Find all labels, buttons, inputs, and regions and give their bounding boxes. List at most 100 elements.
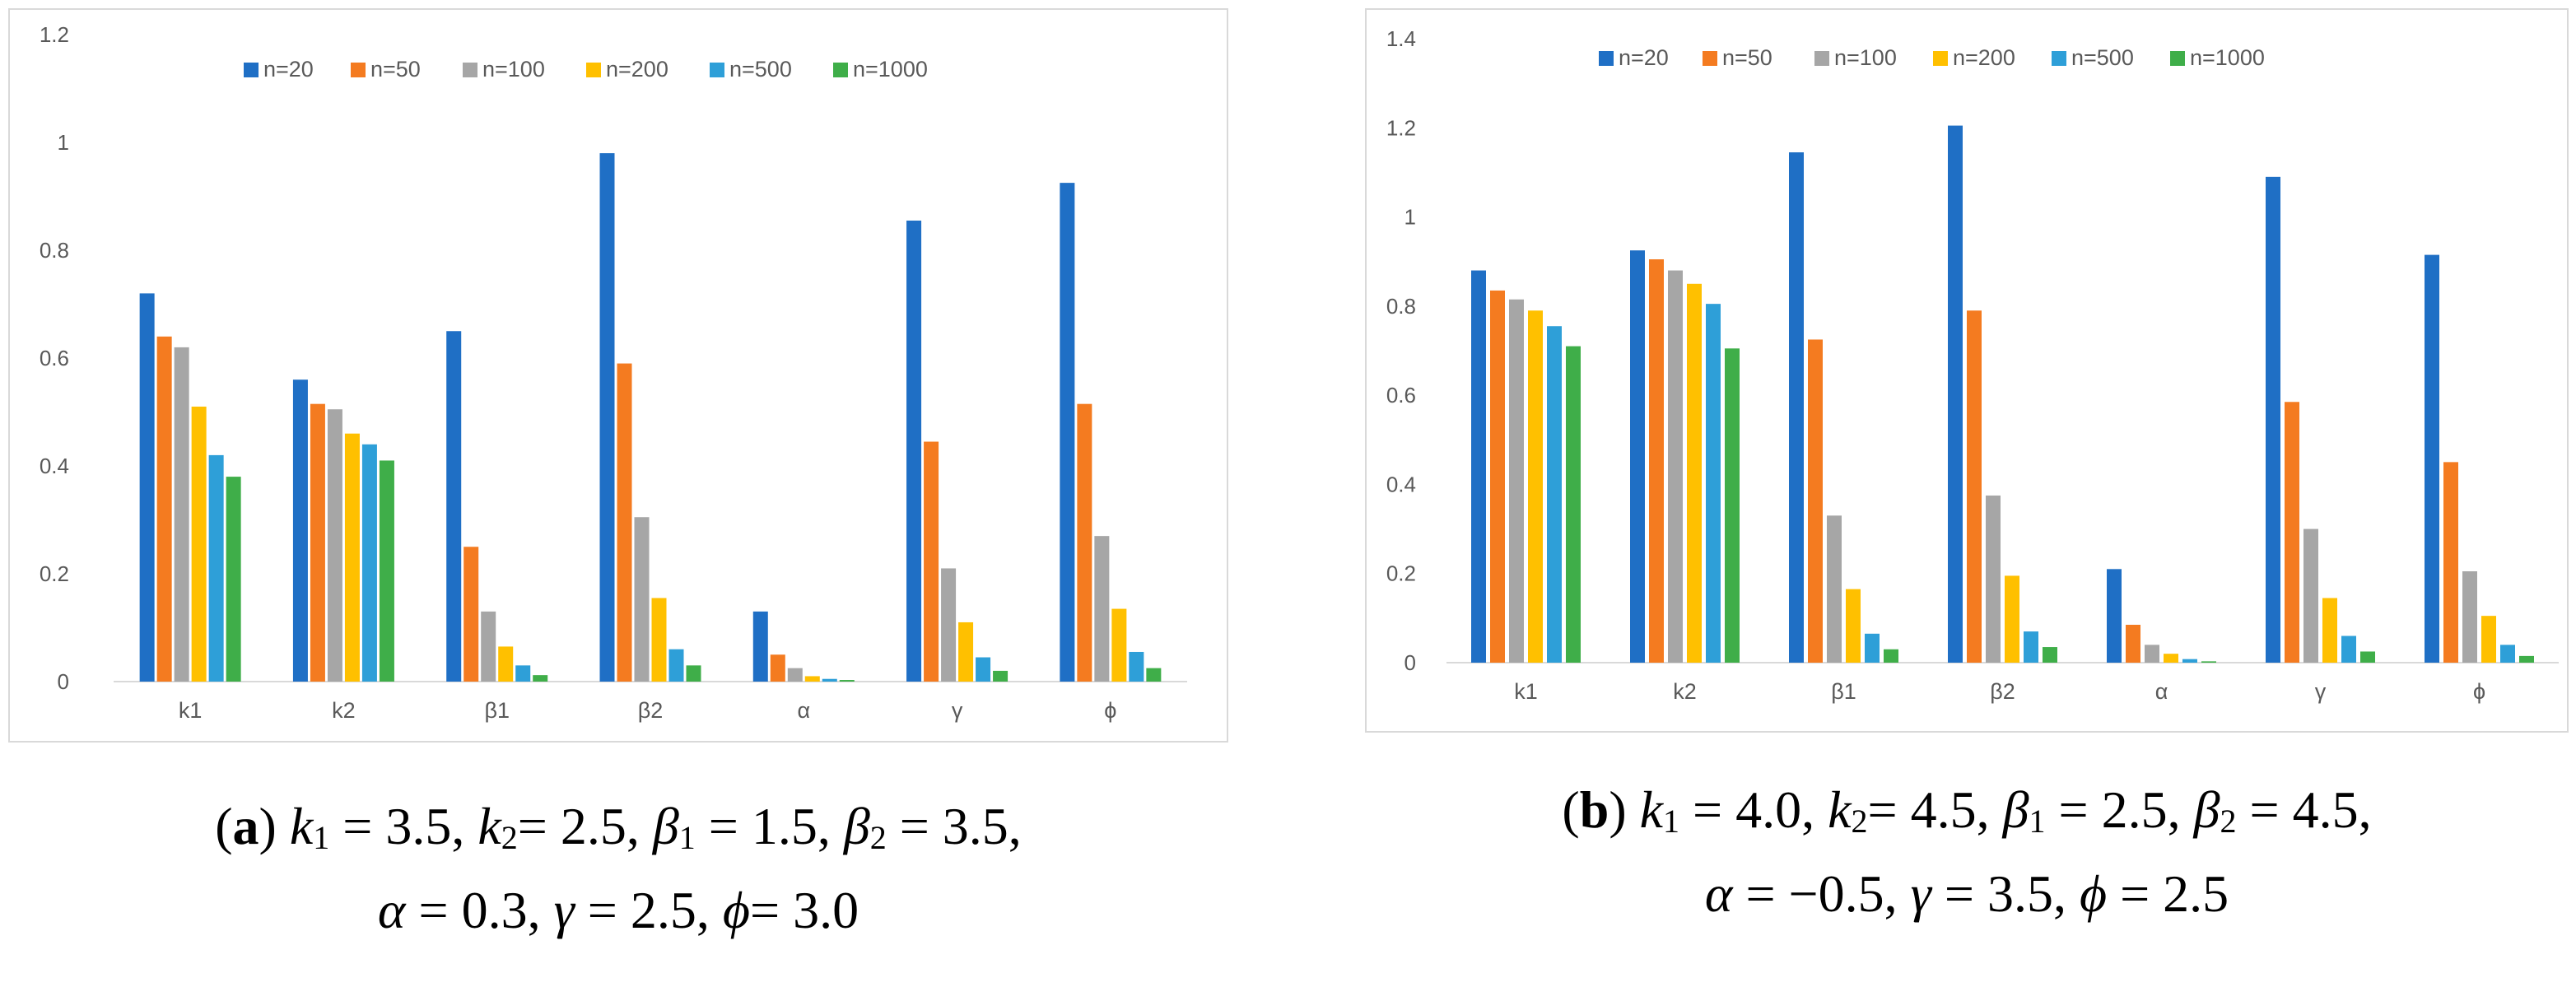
chart-b-bar-n=100-β2: [1986, 495, 2001, 663]
caption-a-line2: α = 0.3, γ = 2.5, ϕ= 3.0: [8, 874, 1228, 947]
chart-a-legend-label: n=50: [370, 57, 421, 81]
caption-a-gamma: γ: [553, 881, 575, 939]
chart-a-legend-swatch: [244, 63, 259, 77]
chart-b-bar-n=1000-β1: [1884, 649, 1898, 663]
chart-a-bar-n=200-γ: [958, 622, 974, 682]
chart-a-category-label: β1: [484, 698, 510, 723]
chart-a-bar-n=100-γ: [941, 568, 957, 682]
chart-b-y-tick-label: 1: [1404, 205, 1416, 230]
chart-a-category-label: k1: [179, 698, 203, 723]
chart-b-legend-label: n=200: [1953, 45, 2015, 70]
chart-a-category-label: α: [797, 698, 810, 723]
chart-b-bar-n=20-k2: [1630, 250, 1645, 663]
caption-b-alpha: α: [1704, 864, 1733, 923]
chart-a-y-tick-label: 1.2: [40, 22, 69, 47]
chart-b-bar-n=50-k2: [1649, 259, 1664, 663]
chart-b-bar-n=500-k2: [1706, 304, 1721, 663]
chart-b-legend-label: n=50: [1722, 45, 1772, 70]
caption-b-tag: b: [1579, 780, 1609, 839]
caption-a-line1: (a) k1 = 3.5, k2= 2.5, β1 = 1.5, β2 = 3.…: [215, 797, 1022, 856]
chart-b-legend-swatch: [1599, 51, 1614, 66]
chart-b-y-tick-label: 0.4: [1386, 472, 1416, 496]
caption-a-k1-sub: 1: [313, 819, 330, 856]
chart-a-bar-n=50-k2: [310, 403, 325, 682]
chart-b-legend-swatch: [2170, 51, 2185, 66]
caption-b-line1: (b) k1 = 4.0, k2= 4.5, β1 = 2.5, β2 = 4.…: [1562, 780, 2372, 840]
chart-a-bar-n=100-α: [787, 668, 803, 682]
chart-a-bar-n=500-γ: [976, 657, 991, 682]
caption-b-k1: k: [1639, 780, 1664, 839]
chart-b-bar-n=500-k1: [1547, 326, 1562, 663]
caption-a-phi: ϕ: [722, 881, 751, 939]
chart-a-bar-n=20-k1: [139, 293, 155, 682]
chart-a-bar-n=1000-k1: [226, 477, 241, 682]
chart-a-bar-n=20-α: [752, 611, 768, 682]
chart-b-bar-n=50-k1: [1490, 290, 1505, 663]
chart-b-legend-swatch: [1703, 51, 1717, 66]
chart-a-bar-n=100-k1: [174, 347, 189, 682]
caption-a-tag: a: [232, 797, 259, 855]
caption-a-alpha: α: [377, 881, 406, 939]
chart-a-y-tick-label: 0.2: [40, 561, 69, 586]
chart-b-bar-n=20-γ: [2266, 176, 2280, 663]
chart-b-bar-n=100-k2: [1668, 270, 1683, 663]
chart-b-y-tick-label: 0.2: [1386, 561, 1416, 586]
caption-b-gamma-val: = 3.5,: [1931, 864, 2080, 923]
caption-b: (b) k1 = 4.0, k2= 4.5, β1 = 2.5, β2 = 4.…: [1365, 774, 2569, 930]
chart-b-category-label: α: [2155, 679, 2168, 704]
chart-b-bar-n=20-ϕ: [2425, 254, 2439, 663]
chart-a-bar-n=200-β2: [651, 598, 667, 682]
chart-a-legend-swatch: [833, 63, 848, 77]
caption-a-b2-sub: 2: [869, 819, 887, 856]
chart-b-category-label: β2: [1990, 679, 2015, 704]
chart-b-bar-n=200-k2: [1687, 283, 1702, 663]
caption-a-k1-val: = 3.5,: [329, 797, 478, 855]
chart-b-bar-n=20-β1: [1789, 152, 1804, 663]
chart-b-bar-n=20-β2: [1948, 125, 1963, 663]
chart-b-legend-label: n=1000: [2190, 45, 2265, 70]
chart-b-bar-n=1000-α: [2201, 661, 2216, 663]
chart-a-bar-n=500-k2: [361, 444, 377, 682]
chart-a-bar-n=1000-γ: [993, 670, 1009, 682]
caption-a-b2-val: = 3.5,: [886, 797, 1022, 855]
caption-b-k2-sub: 2: [1851, 803, 1868, 840]
chart-b-category-label: k1: [1514, 679, 1538, 704]
chart-b-bar-n=50-ϕ: [2443, 462, 2458, 663]
chart-a-bar-n=1000-ϕ: [1146, 668, 1162, 682]
chart-a-legend-swatch: [586, 63, 601, 77]
chart-b-category-label: ϕ: [2473, 679, 2485, 704]
chart-a-bar-n=500-k1: [208, 454, 224, 682]
chart-b-bar-n=200-ϕ: [2481, 616, 2496, 663]
chart-a-bar-n=100-ϕ: [1094, 536, 1110, 682]
chart-b-bar-n=200-α: [2164, 654, 2178, 663]
chart-b-category-label: k2: [1673, 679, 1697, 704]
caption-a-b1: β: [652, 797, 679, 855]
caption-a-k1: k: [289, 797, 314, 855]
caption-b-b2: β: [2193, 780, 2220, 839]
chart-b-bar-n=200-k1: [1528, 310, 1543, 663]
chart-b-bar-n=1000-γ: [2360, 651, 2375, 663]
caption-b-b1: β: [2002, 780, 2029, 839]
chart-b-bar-n=20-k1: [1471, 270, 1486, 663]
chart-a-bar-n=200-β1: [498, 646, 514, 682]
chart-b-bar-n=200-γ: [2322, 598, 2337, 663]
chart-b-bar-n=1000-β2: [2043, 647, 2057, 663]
caption-a-gamma-val: = 2.5,: [574, 881, 723, 939]
caption-a-b1-val: = 1.5,: [695, 797, 844, 855]
chart-a-bar-n=20-k2: [292, 379, 308, 682]
chart-a-bar-n=50-α: [770, 654, 785, 682]
chart-b-bar-n=20-α: [2107, 569, 2122, 663]
chart-a-legend-swatch: [710, 63, 724, 77]
chart-b-y-tick-label: 1.4: [1386, 26, 1416, 51]
caption-a-k2-sub: 2: [501, 819, 518, 856]
caption-b-gamma: γ: [1910, 864, 1931, 923]
caption-a-k2: k: [477, 797, 501, 855]
chart-b-bar-n=100-ϕ: [2462, 571, 2477, 663]
chart-a-y-tick-label: 0.6: [40, 346, 69, 370]
chart-b-legend-label: n=100: [1834, 45, 1897, 70]
chart-a-legend-label: n=20: [263, 57, 314, 81]
chart-a-bar-n=1000-β2: [686, 665, 701, 682]
chart-a-bar-n=200-α: [804, 676, 820, 682]
caption-b-b1-val: = 2.5,: [2045, 780, 2194, 839]
